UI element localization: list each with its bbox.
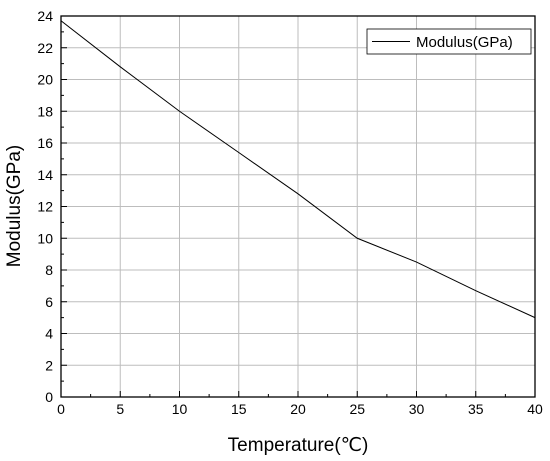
x-tick-labels: 0 5 10 15 20 25 30 35 40 [57,401,543,417]
legend: Modulus(GPa) [366,28,532,55]
x-axis-title: Temperature(℃) [228,435,369,456]
x-tick-label: 35 [468,401,484,417]
y-tick-label: 10 [37,230,53,246]
legend-label: Modulus(GPa) [416,34,513,51]
y-axis-title: Modulus(GPa) [4,145,25,268]
y-tick-label: 4 [45,326,53,342]
y-tick-label: 14 [37,167,53,183]
x-tick-label: 25 [349,401,365,417]
y-tick-label: 24 [37,8,53,24]
x-tick-label: 0 [57,401,65,417]
y-tick-label: 18 [37,103,53,119]
y-tick-label: 6 [45,294,53,310]
y-tick-label: 8 [45,262,53,278]
x-tick-label: 30 [409,401,425,417]
x-tick-label: 10 [172,401,188,417]
x-tick-label: 40 [527,401,543,417]
y-tick-label: 22 [37,40,53,56]
series-line [60,20,536,319]
y-tick-label: 12 [37,199,53,215]
x-tick-label: 5 [116,401,124,417]
series-layer [60,20,536,319]
y-tick-label: 2 [45,357,53,373]
y-tick-label: 16 [37,135,53,151]
grid-lines [61,16,535,397]
axis-ticks [60,15,536,398]
y-tick-label: 0 [45,389,53,405]
x-tick-label: 20 [290,401,306,417]
y-tick-label: 20 [37,72,53,88]
x-tick-label: 15 [231,401,247,417]
